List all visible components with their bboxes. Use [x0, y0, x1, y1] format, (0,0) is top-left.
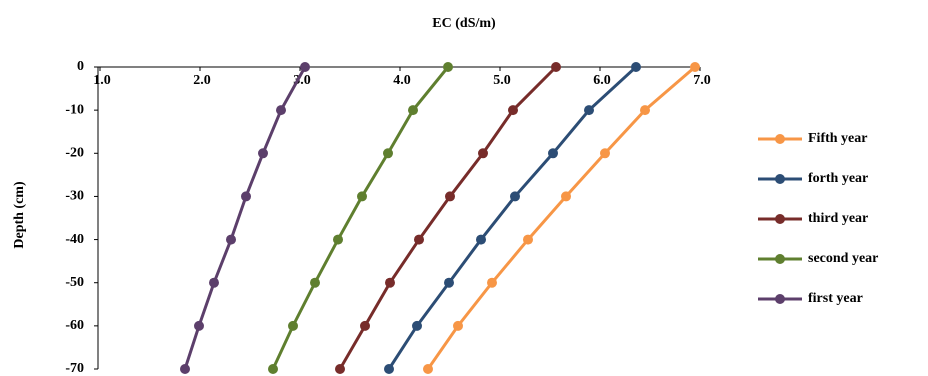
data-point [412, 320, 422, 331]
x-tick-label: 7.0 [693, 73, 711, 88]
series-line [271, 66, 450, 370]
data-point [276, 105, 286, 116]
data-point [487, 277, 497, 288]
series-line [183, 66, 307, 370]
data-point [180, 364, 190, 374]
legend-marker [775, 294, 785, 304]
series-line [338, 65, 558, 370]
data-point [445, 191, 455, 202]
legend-label: forth year [808, 171, 868, 186]
data-point [508, 105, 518, 116]
data-point [333, 234, 343, 245]
x-tick-label: 6.0 [593, 73, 611, 88]
x-tick-label: 5.0 [493, 73, 511, 88]
data-point [561, 191, 571, 202]
y-tick-label: -50 [65, 275, 84, 290]
data-point [414, 234, 424, 245]
data-point [357, 191, 367, 202]
y-tick-label: -70 [65, 361, 84, 376]
series-line [426, 65, 696, 370]
data-point [360, 320, 370, 331]
data-point [453, 320, 463, 331]
data-point [690, 62, 700, 72]
x-tick-label: 1.0 [93, 73, 111, 88]
legend-marker [775, 174, 785, 184]
x-tick-label: 2.0 [193, 73, 211, 88]
data-point [258, 148, 268, 159]
x-tick-label: 3.0 [293, 73, 311, 88]
data-point [408, 105, 418, 116]
data-point [476, 234, 486, 245]
legend-marker [775, 134, 785, 144]
data-point [385, 277, 395, 288]
data-point [241, 191, 251, 202]
chart-title: EC (dS/m) [432, 16, 496, 31]
data-point [551, 62, 561, 72]
legend-label: second year [808, 251, 878, 266]
data-point [510, 191, 520, 202]
data-point [478, 148, 488, 159]
legend-label: third year [808, 211, 868, 226]
data-point [288, 320, 298, 331]
data-point [384, 364, 394, 374]
data-point [584, 105, 594, 116]
data-point [423, 364, 433, 374]
y-tick-label: -40 [65, 232, 84, 247]
data-point [600, 148, 610, 159]
data-point [443, 62, 453, 72]
data-point [383, 148, 393, 159]
legend-label: first year [808, 291, 863, 306]
data-point [310, 277, 320, 288]
legend-marker [775, 214, 785, 224]
data-point [640, 105, 650, 116]
data-point [548, 148, 558, 159]
data-point [335, 364, 345, 374]
data-point [631, 62, 641, 72]
data-point [444, 277, 454, 288]
data-point [268, 364, 278, 374]
y-tick-label: -10 [65, 102, 84, 117]
data-point [523, 234, 533, 245]
y-tick-label: -60 [65, 318, 84, 333]
legend-marker [775, 254, 785, 264]
data-point [194, 320, 204, 331]
legend-label: Fifth year [808, 131, 867, 146]
data-point [300, 62, 310, 72]
y-tick-label: -20 [65, 146, 84, 161]
y-tick-label: -30 [65, 189, 84, 204]
y-axis-label: Depth (cm) [12, 181, 27, 249]
x-tick-label: 4.0 [393, 73, 411, 88]
data-point [226, 234, 236, 245]
y-tick-label: 0 [77, 59, 84, 74]
series-line [387, 65, 638, 370]
data-point [209, 277, 219, 288]
